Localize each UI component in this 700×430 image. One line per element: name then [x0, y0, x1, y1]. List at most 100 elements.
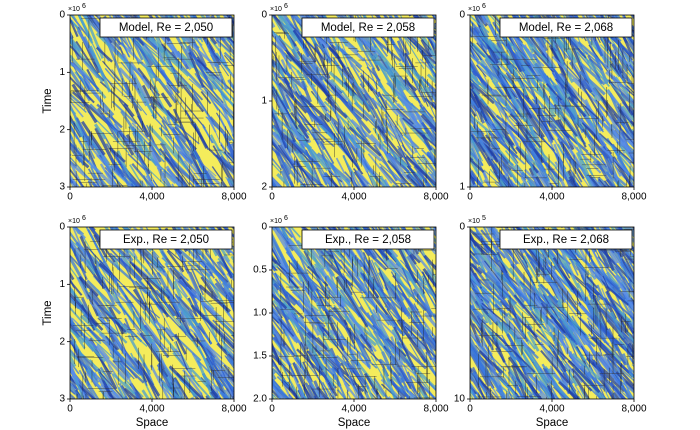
streak — [384, 256, 412, 298]
streak — [470, 274, 488, 292]
streak — [301, 135, 316, 160]
streak — [495, 81, 516, 112]
streak — [632, 105, 634, 109]
streak — [357, 245, 378, 277]
streak — [474, 339, 507, 372]
streak — [234, 336, 241, 350]
streak — [272, 124, 275, 130]
streak — [435, 128, 456, 177]
streak — [228, 142, 234, 155]
streak — [544, 365, 567, 399]
streak — [482, 15, 497, 37]
streak — [621, 59, 634, 77]
streak — [190, 267, 204, 296]
streak — [352, 77, 374, 116]
streak — [31, 0, 46, 6]
streak — [450, 236, 465, 268]
streak — [359, 271, 382, 321]
x-tick-label: 0 — [67, 404, 73, 415]
streak — [394, 0, 412, 12]
streak — [295, 249, 309, 264]
streak — [272, 300, 283, 319]
streak — [373, 377, 390, 399]
streak — [317, 301, 345, 326]
streak — [301, 288, 311, 304]
streak — [239, 116, 266, 164]
streak — [190, 396, 195, 399]
streak — [505, 183, 510, 187]
streak — [470, 367, 473, 373]
streak — [272, 157, 283, 171]
streak — [70, 61, 91, 84]
streak — [305, 382, 316, 399]
streak — [528, 227, 530, 228]
streak — [607, 294, 634, 321]
streak — [331, 96, 365, 143]
streak — [423, 254, 436, 271]
streak — [470, 238, 481, 264]
streak — [406, 36, 436, 65]
streak — [305, 172, 318, 187]
streak — [109, 252, 152, 293]
streak — [502, 198, 525, 219]
streak — [382, 368, 398, 399]
streak — [136, 360, 161, 397]
streak — [539, 326, 554, 352]
streak — [70, 296, 72, 299]
streak — [490, 227, 505, 239]
streak — [492, 21, 526, 72]
streak — [631, 130, 634, 137]
streak — [178, 212, 185, 226]
streak — [515, 121, 545, 164]
streak — [327, 381, 338, 397]
x-tick-label: 0 — [467, 192, 473, 203]
streak — [316, 326, 335, 359]
streak — [80, 58, 99, 79]
streak — [38, 175, 55, 189]
streak — [272, 89, 297, 143]
streak — [152, 341, 176, 387]
streak — [234, 105, 249, 128]
streak — [388, 258, 412, 282]
streak — [426, 73, 436, 85]
streak — [274, 306, 290, 321]
streak — [423, 286, 436, 308]
streak — [362, 113, 377, 129]
streak — [453, 269, 465, 296]
streak — [211, 355, 234, 380]
streak — [501, 0, 519, 1]
streak — [189, 182, 195, 187]
streak — [381, 351, 392, 370]
streak — [470, 392, 474, 399]
streak — [233, 110, 248, 129]
streak — [31, 6, 58, 59]
streak — [435, 341, 462, 364]
streak — [276, 127, 321, 168]
streak — [70, 393, 71, 396]
streak — [472, 42, 515, 86]
streak — [521, 182, 527, 187]
streak — [470, 252, 478, 268]
y-multiplier: ×10 — [68, 6, 80, 13]
streak — [42, 0, 55, 11]
streak — [595, 160, 614, 187]
title-box — [99, 17, 233, 38]
streak — [476, 64, 487, 77]
streak — [598, 181, 604, 187]
streak — [387, 15, 397, 23]
streak — [120, 41, 131, 58]
streak — [427, 381, 436, 392]
streak — [470, 308, 493, 347]
texture — [233, 0, 436, 187]
streak — [397, 147, 412, 168]
streak — [376, 125, 404, 159]
streak — [244, 384, 266, 430]
streak — [445, 291, 461, 327]
streak — [246, 43, 262, 80]
streak — [236, 216, 256, 251]
streak — [225, 176, 234, 187]
streak — [405, 155, 436, 187]
streak — [588, 174, 601, 187]
x-tick-label: 8,000 — [423, 192, 448, 203]
streak — [534, 77, 558, 99]
